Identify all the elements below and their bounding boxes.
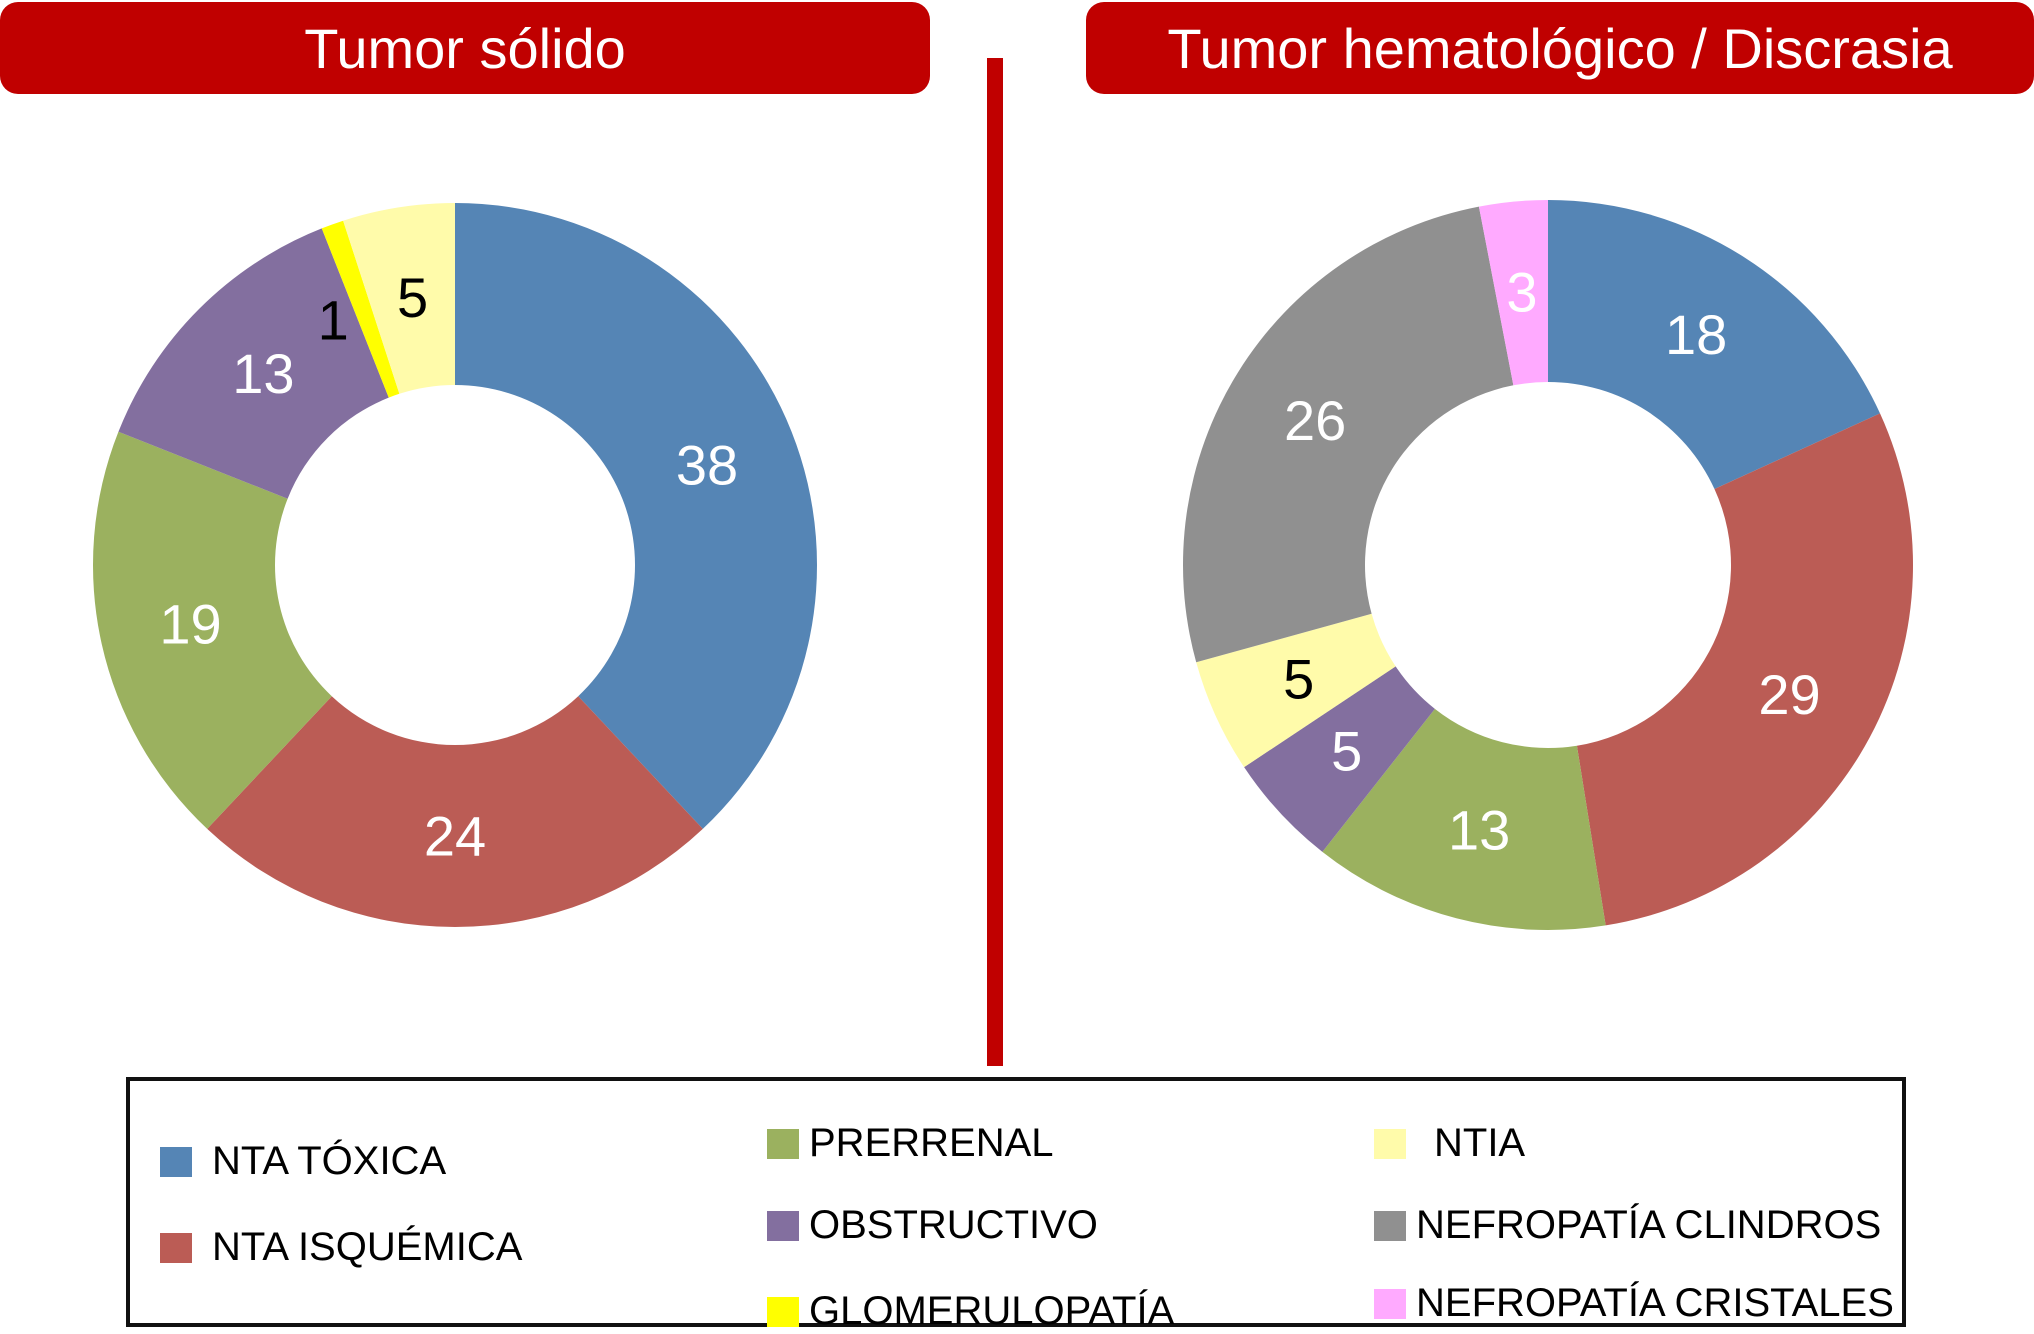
slice-obstructivo: [1244, 666, 1435, 852]
legend-item-nta-toxica: NTA TÓXICA: [160, 1139, 446, 1184]
legend-item-prerrenal: PRERRENAL: [767, 1121, 1054, 1166]
slice-nta-toxica: [1548, 200, 1881, 489]
slice-nta-isquemica: [1576, 413, 1913, 926]
data-label-nefropatia-clindros: 26: [1284, 389, 1346, 452]
data-label-ntia: 5: [397, 266, 428, 329]
legend-swatch: [1374, 1128, 1406, 1159]
slice-nefropatia-cristales: [1478, 200, 1548, 386]
slice-ntia: [1196, 613, 1396, 768]
data-label-nta-toxica: 18: [1665, 303, 1727, 366]
slice-prerrenal: [1322, 708, 1606, 931]
legend-label: GLOMERULOPATÍA: [809, 1289, 1175, 1333]
legend-item-glomerulopatia: GLOMERULOPATÍA: [767, 1289, 1174, 1334]
legend-swatch: [767, 1210, 799, 1241]
legend-item-nta-isquemica: NTA ISQUÉMICA: [160, 1225, 522, 1270]
title-banner-solid-tumor: Tumor sólido: [0, 2, 930, 94]
slice-prerrenal: [92, 431, 332, 829]
data-label-nefropatia-cristales: 3: [1506, 261, 1537, 324]
title-hematologic-tumor: Tumor hematológico / Discrasia: [1167, 16, 1953, 80]
vertical-divider: [987, 58, 1003, 1066]
data-label-obstructivo: 5: [1331, 719, 1362, 782]
legend-label: NTA TÓXICA: [212, 1139, 447, 1183]
legend-label: NEFROPATÍA CRISTALES: [1416, 1281, 1894, 1325]
data-label-nta-isquemica: 29: [1758, 663, 1820, 726]
title-banner-hematologic-tumor: Tumor hematológico / Discrasia: [1086, 2, 2034, 94]
legend-item-obstructivo: OBSTRUCTIVO: [767, 1203, 1098, 1248]
data-label-obstructivo: 13: [232, 342, 294, 405]
donut-chart-hematologic-tumor: 18 29 13 55 26 3: [1183, 200, 1913, 931]
data-label-prerrenal: 13: [1448, 799, 1510, 862]
slice-nefropatia-clindros: [1183, 206, 1514, 663]
legend-swatch: [160, 1146, 192, 1177]
slice-nta-isquemica: [207, 696, 703, 928]
legend-swatch: [160, 1232, 192, 1263]
legend-item-nefropatia-clindros: NEFROPATÍA CLINDROS: [1374, 1203, 1881, 1248]
slice-obstructivo: [118, 228, 389, 499]
data-label-nta-isquemica: 24: [424, 805, 486, 868]
data-label-prerrenal: 19: [159, 593, 221, 656]
legend-label: NTIA: [1434, 1121, 1526, 1165]
data-label-ntia: 5: [1283, 647, 1314, 710]
data-label-glomerulopatia: 1: [318, 289, 349, 352]
legend: NTA TÓXICA NTA ISQUÉMICA PRERRENAL OBSTR…: [126, 1077, 1906, 1333]
title-solid-tumor: Tumor sólido: [304, 16, 626, 80]
legend-swatch: [1374, 1288, 1406, 1319]
legend-swatch: [767, 1296, 799, 1327]
legend-label: NTA ISQUÉMICA: [212, 1225, 523, 1269]
legend-item-nefropatia-cristales: NEFROPATÍA CRISTALES: [1374, 1281, 1894, 1326]
legend-label: PRERRENAL: [809, 1121, 1054, 1165]
legend-label: NEFROPATÍA CLINDROS: [1416, 1203, 1882, 1247]
donut-chart-solid-tumor: 38 24 19 13 1 5: [92, 203, 818, 928]
slice-ntia: [343, 203, 455, 394]
legend-swatch: [767, 1128, 799, 1159]
data-label-nta-toxica: 38: [676, 434, 738, 497]
legend-item-ntia: NTIA: [1374, 1121, 1525, 1166]
legend-label: OBSTRUCTIVO: [809, 1203, 1098, 1247]
slice-glomerulopatia: [321, 220, 400, 398]
legend-swatch: [1374, 1210, 1406, 1241]
slice-nta-toxica: [455, 203, 818, 829]
